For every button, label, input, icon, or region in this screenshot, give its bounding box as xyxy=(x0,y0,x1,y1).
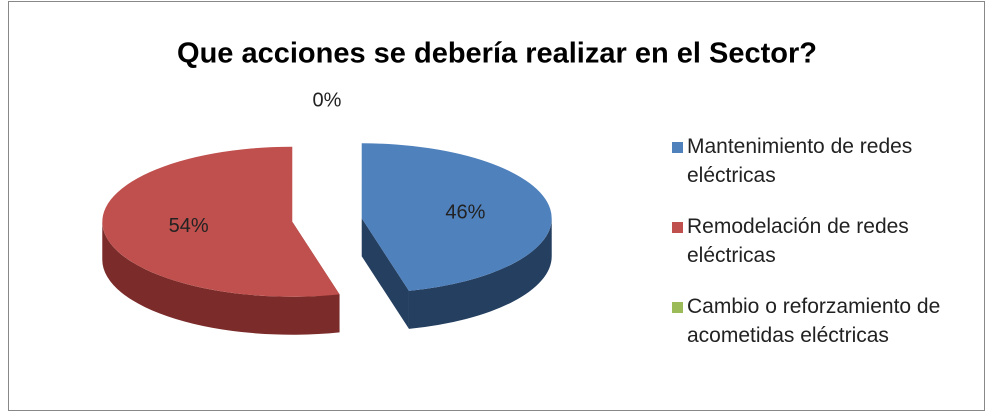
legend-label: Remodelación de redes eléctricas xyxy=(687,212,972,270)
legend-swatch xyxy=(672,222,683,233)
chart-title: Que acciones se debería realizar en el S… xyxy=(177,38,817,70)
data-label: 0% xyxy=(313,89,342,111)
data-label: 54% xyxy=(169,215,209,237)
legend-label: Mantenimiento de redes eléctricas xyxy=(687,132,972,190)
legend-entry: Cambio o reforzamiento de acometidas elé… xyxy=(672,292,972,350)
legend: Mantenimiento de redes eléctricas Remodel… xyxy=(672,132,972,372)
legend-swatch xyxy=(672,142,683,153)
legend-swatch xyxy=(672,302,683,313)
legend-entry: Remodelación de redes eléctricas xyxy=(672,212,972,270)
legend-entry: Mantenimiento de redes eléctricas xyxy=(672,132,972,190)
data-label: 46% xyxy=(445,201,485,223)
legend-label: Cambio o reforzamiento de acometidas elé… xyxy=(687,292,972,350)
